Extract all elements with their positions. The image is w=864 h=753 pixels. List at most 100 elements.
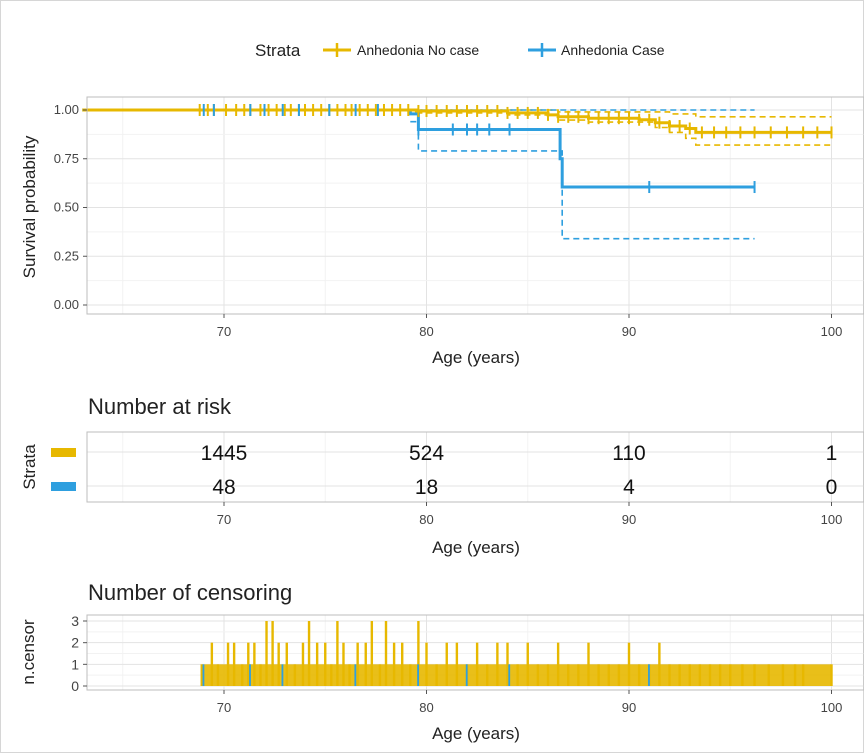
survival-x-tick-label: 100 <box>821 324 843 339</box>
confidence-bands <box>410 109 832 240</box>
ci-lower-no-case <box>416 112 832 146</box>
censoring-bar-no-case <box>356 642 359 686</box>
censoring-bar-no-case <box>210 642 214 686</box>
censoring-bar-no-case <box>729 664 732 686</box>
legend-key-case <box>528 43 556 57</box>
risk-table-x-tick-label: 90 <box>622 512 636 527</box>
censoring-bar-no-case <box>348 664 351 686</box>
censoring-bar-no-case <box>546 664 550 686</box>
survival-y-tick-label: 0.75 <box>54 151 79 166</box>
legend-key-no-case <box>323 43 351 57</box>
censoring-bar-no-case <box>301 642 305 686</box>
censoring-bar-no-case <box>597 664 600 686</box>
censoring-bar-no-case <box>417 621 420 686</box>
risk-table-y-axis-title: Strata <box>20 444 39 490</box>
censoring-title: Number of censoring <box>88 580 292 605</box>
censoring-bar-no-case <box>587 642 590 686</box>
censoring-bar-no-case <box>718 664 722 686</box>
censoring-x-tick-label: 100 <box>821 700 843 715</box>
censoring-bar-no-case <box>277 642 280 686</box>
risk-table-x-tick-label: 70 <box>217 512 231 527</box>
censoring-bar-no-case <box>445 642 448 686</box>
censoring-bar-no-case <box>668 664 671 686</box>
risk-count-cell: 18 <box>415 476 438 499</box>
censoring-bar-no-case <box>830 664 833 686</box>
censoring-bar-no-case <box>384 621 388 686</box>
censoring-bar-no-case <box>200 664 203 686</box>
ci-upper-no-case <box>416 109 832 118</box>
strata-key-no-case <box>51 448 76 457</box>
censoring-bar-no-case <box>253 642 256 686</box>
risk-table-x-tick-label: 80 <box>419 512 433 527</box>
survival-x-ticks: 70 80 90 100 <box>217 314 843 339</box>
censoring-bar-no-case <box>285 642 288 686</box>
survival-curves <box>82 108 832 189</box>
censoring-bar-no-case <box>607 664 610 686</box>
censoring-bar-no-case <box>486 664 489 686</box>
censoring-bar-no-case <box>324 642 327 686</box>
risk-count-cell: 1445 <box>201 442 248 465</box>
risk-count-cell: 1 <box>826 442 838 465</box>
censoring-bar-no-case <box>475 642 479 686</box>
censoring-panel: Number of censoring 0 1 2 3 70 80 90 100 Age (… <box>19 580 864 743</box>
censoring-y-ticks: 0 1 2 3 <box>71 613 87 694</box>
censoring-y-axis-title: n.censor <box>19 619 38 685</box>
censor-marks <box>198 104 833 194</box>
censoring-y-tick-label: 0 <box>71 678 79 694</box>
censoring-bar-no-case <box>506 642 509 686</box>
censoring-bar-no-case <box>232 642 236 686</box>
risk-table-border <box>86 431 864 503</box>
censoring-bar-no-case <box>516 664 519 686</box>
legend-title: Strata <box>255 41 301 60</box>
censoring-bar-no-case <box>241 664 244 686</box>
survival-y-tick-label: 0.00 <box>54 297 79 312</box>
censoring-bar-no-case <box>698 664 702 686</box>
censoring-x-ticks: 70 80 90 100 <box>217 690 843 715</box>
censoring-bar-no-case <box>271 621 274 686</box>
censoring-y-tick-label: 1 <box>71 656 79 672</box>
risk-table-grid <box>87 432 864 502</box>
censoring-bar-no-case <box>378 664 382 686</box>
censoring-panel-border <box>86 614 864 691</box>
risk-count-cell: 524 <box>409 442 444 465</box>
survival-panel-border <box>86 96 864 315</box>
legend-label-case: Anhedonia Case <box>561 42 665 58</box>
survival-y-tick-label: 0.25 <box>54 248 79 263</box>
censoring-bar-no-case <box>315 642 319 686</box>
censoring-bar-no-case <box>658 642 661 686</box>
censoring-bar-case <box>202 664 205 686</box>
legend: Strata Anhedonia No case Anhedonia Case <box>255 41 665 60</box>
censoring-bar-no-case <box>688 664 691 686</box>
risk-table-strata-keys <box>51 448 76 491</box>
censoring-bar-no-case <box>409 664 412 686</box>
survival-x-axis-title: Age (years) <box>432 348 520 367</box>
censoring-bar-case <box>508 664 511 686</box>
censoring-bar-no-case <box>556 642 560 686</box>
censoring-bar-no-case <box>455 642 459 686</box>
censoring-bar-case <box>249 664 251 686</box>
censoring-bar-no-case <box>425 642 428 686</box>
survival-y-tick-label: 1.00 <box>54 102 79 117</box>
censoring-bar-no-case <box>293 664 297 686</box>
censoring-bar-no-case <box>567 664 570 686</box>
survival-x-tick-label: 90 <box>622 324 636 339</box>
censoring-bar-no-case <box>526 642 529 686</box>
survival-y-ticks: 0.00 0.25 0.50 0.75 1.00 <box>54 102 87 312</box>
censoring-x-tick-label: 90 <box>622 700 636 715</box>
survival-y-axis-title: Survival probability <box>20 135 39 278</box>
risk-count-cell: 110 <box>612 442 645 465</box>
strata-key-case <box>51 482 76 491</box>
risk-count-cell: 0 <box>826 476 838 499</box>
censoring-bar-no-case <box>401 642 404 686</box>
censoring-bar-no-case <box>364 642 367 686</box>
censoring-bar-no-case <box>708 664 712 686</box>
ci-lower-case <box>410 120 755 240</box>
censoring-bar-no-case <box>226 642 230 686</box>
censoring-bar-no-case <box>767 664 770 686</box>
survival-x-tick-label: 80 <box>419 324 433 339</box>
censoring-bar-case <box>417 664 419 686</box>
survival-x-tick-label: 70 <box>217 324 231 339</box>
censoring-bar-no-case <box>342 642 345 686</box>
censoring-x-tick-label: 70 <box>217 700 231 715</box>
